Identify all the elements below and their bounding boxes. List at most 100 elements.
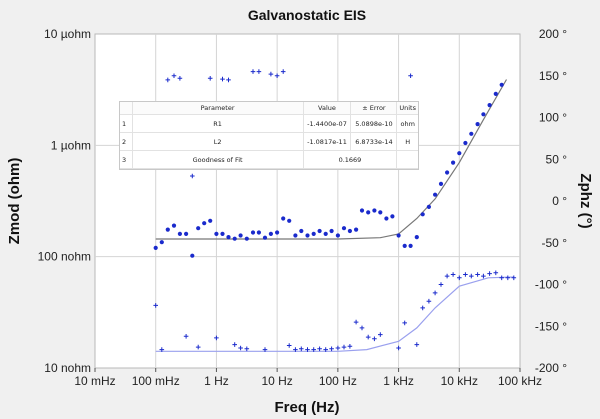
zphz-point: [469, 273, 474, 279]
fit-table-header-value: Value: [303, 102, 352, 115]
fit-row-parameter: Goodness of Fit: [132, 150, 304, 169]
zphz-point: [286, 343, 292, 348]
zmod-point: [493, 91, 498, 96]
zmod-point: [335, 233, 340, 238]
zmod-point: [372, 208, 377, 213]
zmod-point: [433, 192, 438, 197]
zphz-point: [190, 173, 195, 179]
x-axis-label: Freq (Hz): [275, 399, 340, 416]
zphz-point: [317, 346, 322, 352]
zmod-point: [275, 230, 280, 235]
zphz-point: [293, 347, 298, 352]
zphz-point: [207, 76, 213, 81]
zphz-point: [220, 76, 225, 82]
zphz-point: [426, 298, 432, 304]
zmod-point: [390, 214, 395, 219]
zphz-point: [402, 320, 407, 326]
zmod-point: [359, 208, 365, 213]
zmod-point: [396, 233, 401, 238]
fit-row-parameter: L2: [132, 132, 304, 151]
zphz-point: [457, 275, 462, 281]
zphz-point: [329, 346, 334, 352]
y-right-tick-label: 50 °: [546, 152, 568, 166]
zmod-point: [317, 228, 322, 234]
y-right-tick-label: 0 °: [552, 194, 567, 208]
zmod-point: [281, 216, 286, 221]
x-tick-label: 10 mHz: [74, 374, 115, 388]
zphz-point: [493, 270, 499, 276]
zmod-point: [420, 212, 425, 217]
zphz-point: [420, 305, 425, 311]
zmod-point: [165, 227, 170, 232]
zmod-point: [323, 231, 328, 236]
zphz-point: [450, 272, 456, 277]
y-right-tick-label: 100 °: [539, 111, 567, 125]
y-left-tick-label: 10 µohm: [44, 27, 91, 41]
chart-title: Galvanostatic EIS: [248, 7, 366, 23]
zphz-point: [414, 342, 420, 347]
zmod-point: [463, 140, 468, 146]
y-right-tick-label: -100 °: [535, 278, 567, 292]
zmod-point: [202, 221, 207, 226]
zmod-point: [238, 233, 243, 238]
zphz-point: [444, 273, 450, 279]
fit-row-value: 0.1669: [303, 150, 398, 169]
zmod-point: [354, 227, 359, 232]
zmod-point: [244, 236, 249, 241]
zphz-point: [378, 332, 383, 337]
zmod-point: [287, 218, 292, 223]
fit-row-units: [396, 150, 418, 169]
x-tick-label: 10 Hz: [261, 374, 292, 388]
fit-row-index: 2: [120, 132, 133, 151]
zmod-point: [159, 240, 164, 245]
x-tick-label: 100 Hz: [319, 374, 357, 388]
zphz-point: [353, 319, 359, 325]
zphz-point: [280, 69, 286, 74]
zphz-point: [195, 344, 201, 350]
y-right-tick-label: -150 °: [535, 319, 567, 333]
zmod-point: [256, 230, 261, 235]
zmod-point: [171, 223, 177, 228]
plot-area: [94, 33, 521, 369]
zmod-point: [268, 231, 273, 236]
zmod-point: [214, 231, 219, 236]
zphz-point: [341, 344, 347, 350]
zphz-point: [299, 346, 304, 352]
y-left-tick-label: 1 µohm: [51, 138, 91, 152]
zmod-point: [402, 243, 407, 248]
fit-table-row: 1 R1 -1.4400e-07 5.0898e-10 ohm: [120, 114, 418, 133]
zphz-point: [153, 303, 158, 308]
zphz-point: [274, 73, 280, 78]
zmod-point: [184, 231, 189, 236]
fit-table-header-index: [120, 102, 133, 115]
zmod-point: [414, 235, 419, 240]
zmod-point: [408, 243, 413, 248]
zphz-point: [165, 77, 171, 83]
zphz-point: [365, 334, 371, 340]
zmod-point: [426, 204, 431, 209]
fit-row-error: 6.8733e-14: [350, 132, 398, 151]
fit-row-parameter: R1: [132, 114, 304, 133]
fit-row-units: H: [396, 132, 418, 151]
fit-results-table: Parameter Value ± Error Units 1 R1 -1.44…: [119, 101, 419, 170]
zphz-point: [463, 272, 468, 277]
zphz-point: [432, 290, 438, 296]
zmod-point: [232, 236, 237, 241]
zmod-point: [262, 235, 268, 240]
zmod-point: [208, 218, 213, 223]
zmod-point: [487, 103, 492, 108]
fit-row-error: 5.0898e-10: [350, 114, 398, 133]
zphz-point: [487, 271, 492, 276]
x-tick-label: 100 mHz: [132, 374, 180, 388]
zphz-point: [305, 347, 310, 352]
zmod-point: [366, 210, 371, 215]
zphz-point: [244, 346, 250, 352]
y-axis-left-label: Zmod (ohm): [6, 158, 23, 245]
zmod-point: [475, 122, 480, 127]
fit-row-index: 3: [120, 150, 133, 169]
zphz-point: [499, 275, 504, 281]
zphz-point: [481, 273, 486, 279]
zmod-point: [305, 233, 310, 238]
y-right-tick-label: -50 °: [542, 236, 568, 250]
